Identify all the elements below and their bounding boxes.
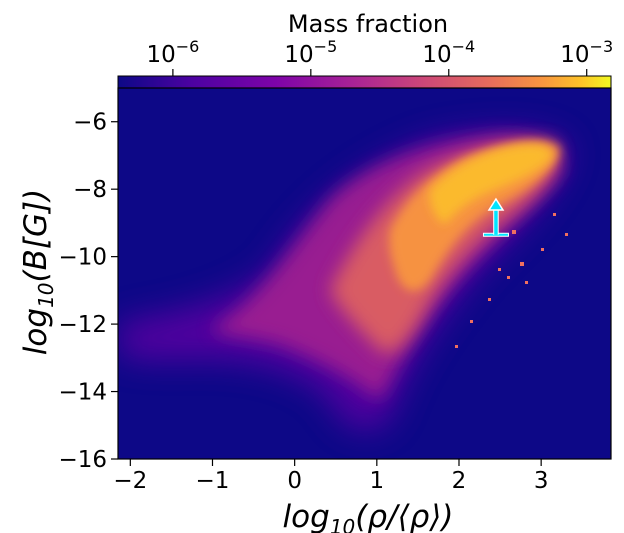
y-tick-label: −16 xyxy=(58,447,107,473)
scatter-tail xyxy=(455,213,568,348)
colorbar-tick-label: 10−4 xyxy=(422,37,475,68)
density-layer-core xyxy=(429,143,553,225)
colorbar-ticks: 10−6 10−5 10−4 10−3 xyxy=(146,37,613,76)
y-axis-label: log10(B[G]) xyxy=(18,189,58,355)
x-tick-label: −1 xyxy=(196,468,230,494)
colorbar-tick-label: 10−6 xyxy=(146,37,199,68)
x-tick-label: 2 xyxy=(452,468,467,494)
colorbar-tick-label: 10−3 xyxy=(560,37,613,68)
arrow-head xyxy=(487,197,505,211)
x-tick-label: −2 xyxy=(113,468,147,494)
y-tick-label: −10 xyxy=(58,245,107,271)
y-tick-label: −6 xyxy=(73,110,107,136)
y-tick-label: −12 xyxy=(58,312,107,338)
density-cloud xyxy=(118,131,570,431)
y-axis: −16 −14 −12 −10 −8 −6 xyxy=(58,110,118,473)
x-tick-label: 0 xyxy=(287,468,302,494)
colorbar xyxy=(117,75,612,89)
x-axis-label: log10(ρ/⟨ρ⟩) xyxy=(283,499,454,533)
colorbar-label: Mass fraction xyxy=(288,10,448,38)
x-tick-label: 3 xyxy=(534,468,549,494)
y-tick-label: −14 xyxy=(58,380,107,406)
plot-frame xyxy=(117,87,612,460)
x-tick-label: 1 xyxy=(370,468,385,494)
annotation-arrow xyxy=(482,197,509,237)
y-tick-label: −8 xyxy=(73,177,107,203)
colorbar-tick-label: 10−5 xyxy=(284,37,337,68)
heatmap xyxy=(118,88,611,459)
x-axis: −2 −1 0 1 2 3 xyxy=(113,459,548,494)
